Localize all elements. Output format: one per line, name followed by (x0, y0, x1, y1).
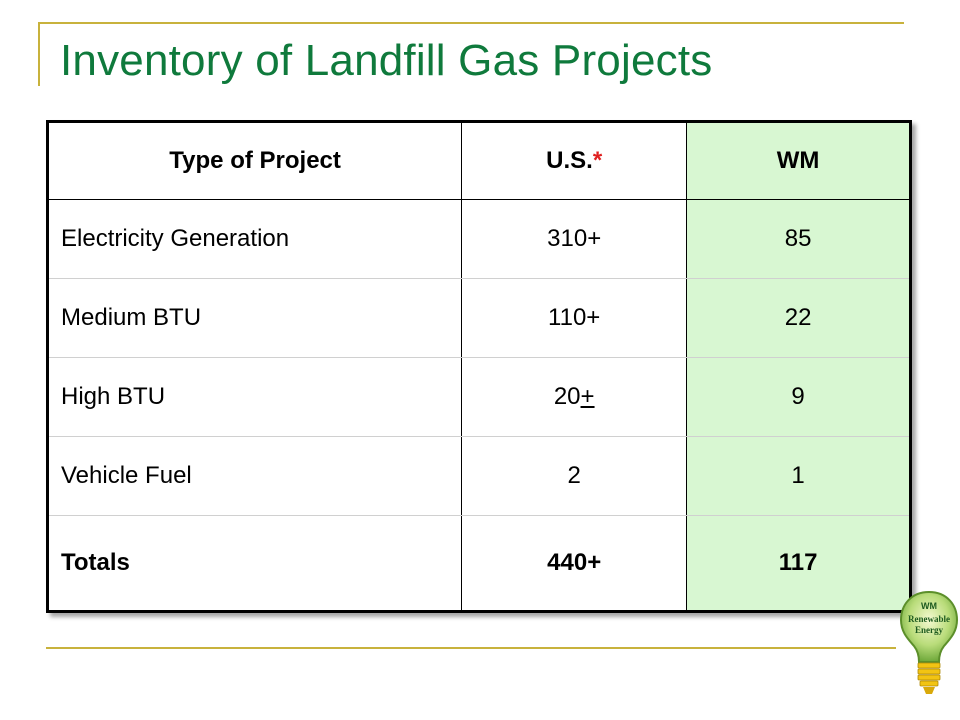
row-us-base: 20 (553, 383, 581, 410)
row-us-value: 20+ (461, 357, 688, 437)
row-type: Medium BTU (46, 278, 463, 358)
header-us-label: U.S. (546, 147, 593, 174)
header-type-of-project: Type of Project (46, 121, 463, 200)
row-wm-value: 9 (686, 357, 911, 437)
totals-row: Totals 440+ 117 (46, 515, 911, 612)
row-us-value: 2 (461, 436, 688, 516)
table-header-row: Type of Project U.S.* WM (46, 121, 911, 200)
header-type-label: Type of Project (169, 147, 341, 174)
row-wm-value: 22 (686, 278, 911, 358)
header-wm: WM (686, 121, 911, 200)
logo-line2-text: Energy (915, 625, 943, 635)
header-us: U.S.* (461, 121, 688, 200)
totals-label: Totals (46, 515, 463, 612)
row-type: Vehicle Fuel (46, 436, 463, 516)
row-us-value: 310+ (461, 199, 688, 279)
table-row: High BTU 20+ 9 (46, 357, 911, 437)
totals-us-value: 440+ (461, 515, 688, 612)
corner-rule-horizontal (38, 22, 904, 24)
bottom-rule (46, 647, 896, 649)
table-row: Vehicle Fuel 2 1 (46, 436, 911, 516)
totals-wm-value: 117 (686, 515, 911, 612)
table-row: Electricity Generation 310+ 85 (46, 199, 911, 279)
logo-brand-text: WM (921, 601, 937, 611)
row-type: High BTU (46, 357, 463, 437)
page-title: Inventory of Landfill Gas Projects (60, 36, 713, 85)
row-wm-value: 1 (686, 436, 911, 516)
inventory-table: Type of Project U.S.* WM Electricity Gen… (46, 120, 912, 613)
row-type: Electricity Generation (46, 199, 463, 279)
row-us-value: 110+ (461, 278, 688, 358)
table-row: Medium BTU 110+ 22 (46, 278, 911, 358)
corner-rule-vertical (38, 22, 40, 86)
row-us-plus-minus: + (580, 383, 595, 410)
row-wm-value: 85 (686, 199, 911, 279)
renewable-energy-lightbulb-logo: WM Renewable Energy (899, 590, 959, 694)
logo-line1-text: Renewable (908, 614, 950, 624)
footnote-marker: * (592, 147, 603, 174)
